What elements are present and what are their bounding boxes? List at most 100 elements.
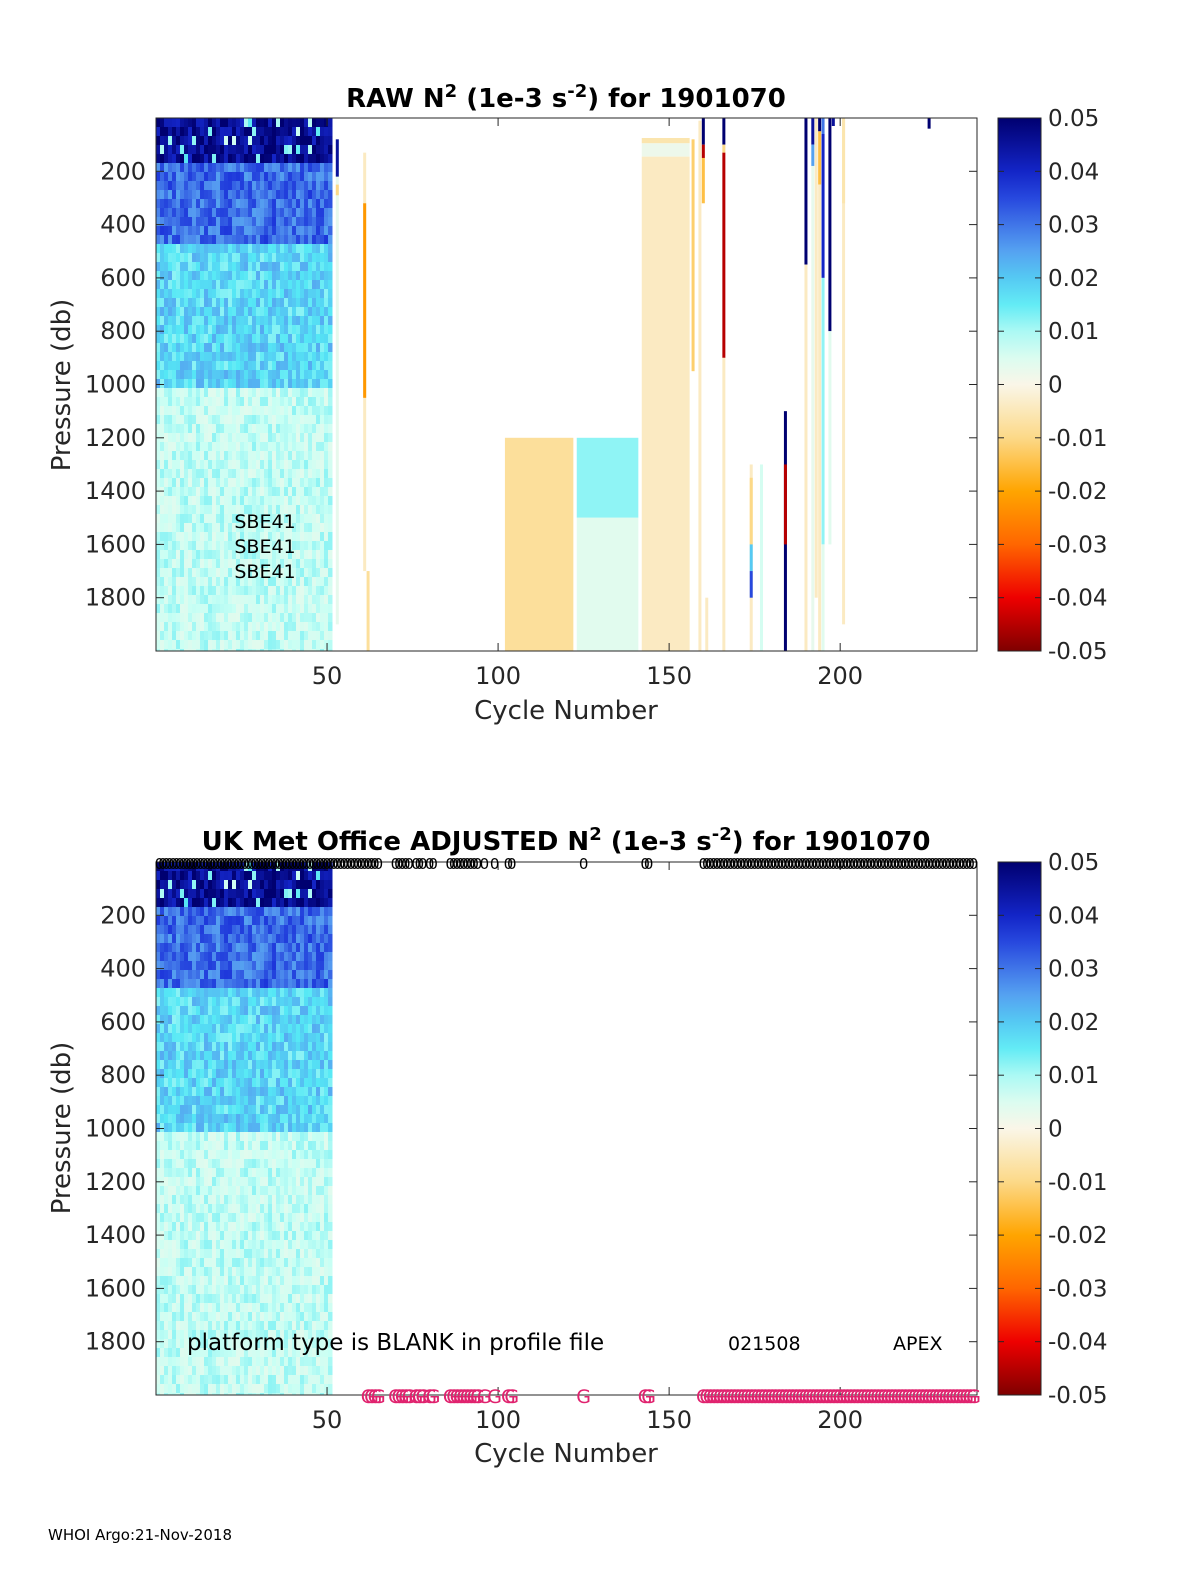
- heatmap-cell: [184, 361, 189, 371]
- heatmap-cell: [324, 118, 329, 128]
- heatmap-cell: [224, 1393, 229, 1395]
- heatmap-cell: [164, 1312, 169, 1322]
- x-tick-label: 200: [817, 662, 863, 690]
- heatmap-cell: [224, 1033, 229, 1043]
- heatmap-cell: [288, 880, 293, 890]
- heatmap-cell: [204, 415, 209, 425]
- heatmap-cell: [240, 1312, 245, 1322]
- heatmap-cell: [156, 889, 161, 899]
- heatmap-cell: [288, 1168, 293, 1178]
- heatmap-cell: [180, 1285, 185, 1295]
- heatmap-cell: [224, 1348, 229, 1358]
- heatmap-cell: [208, 1249, 213, 1259]
- heatmap-cell: [228, 1096, 233, 1106]
- heatmap-cell: [268, 1240, 273, 1250]
- heatmap-cell: [308, 496, 313, 506]
- heatmap-cell: [272, 1393, 277, 1395]
- heatmap-cell: [296, 487, 301, 497]
- heatmap-cell: [216, 1276, 221, 1286]
- heatmap-cell: [296, 1204, 301, 1214]
- heatmap-cell: [308, 271, 313, 281]
- heatmap-cell: [196, 541, 201, 551]
- heatmap-cell: [312, 370, 317, 380]
- heatmap-cell: [168, 1267, 173, 1277]
- heatmap-cell: [216, 1060, 221, 1070]
- heatmap-cell: [292, 988, 297, 998]
- heatmap-cell: [212, 199, 217, 209]
- heatmap-cell: [256, 1123, 261, 1133]
- heatmap-cell: [184, 1330, 189, 1340]
- heatmap-cell: [260, 1105, 265, 1115]
- heatmap-cell: [196, 1123, 201, 1133]
- heatmap-cell: [180, 613, 185, 623]
- heatmap-cell: [180, 889, 185, 899]
- heatmap-cell: [192, 1339, 197, 1349]
- heatmap-cell: [188, 1375, 193, 1385]
- heatmap-cell: [160, 1303, 165, 1313]
- heatmap-cell: [272, 1339, 277, 1349]
- heatmap-cell: [276, 172, 281, 182]
- heatmap-cell: [288, 1393, 293, 1395]
- heatmap-cell: [208, 1186, 213, 1196]
- heatmap-cell: [296, 988, 301, 998]
- heatmap-cell: [164, 487, 169, 497]
- heatmap-cell: [320, 298, 325, 308]
- heatmap-cell: [156, 934, 161, 944]
- heatmap-cell: [228, 1195, 233, 1205]
- heatmap-cell: [276, 1321, 281, 1331]
- heatmap-cell: [204, 1015, 209, 1025]
- heatmap-cell: [228, 271, 233, 281]
- heatmap-cell: [276, 118, 281, 128]
- heatmap-cell: [252, 1033, 257, 1043]
- heatmap-cell: [188, 1069, 193, 1079]
- heatmap-cell: [180, 1348, 185, 1358]
- heatmap-cell: [176, 316, 181, 326]
- heatmap-cell: [260, 415, 265, 425]
- heatmap-cell: [252, 1213, 257, 1223]
- heatmap-cell: [260, 1204, 265, 1214]
- heatmap-cell: [280, 1195, 285, 1205]
- heatmap-cell: [200, 889, 205, 899]
- heatmap-cell: [244, 568, 249, 578]
- heatmap-cell: [292, 1132, 297, 1142]
- heatmap-cell: [164, 907, 169, 917]
- heatmap-cell: [268, 1051, 273, 1061]
- heatmap-cell: [204, 1186, 209, 1196]
- heatmap-cell: [188, 1393, 193, 1395]
- heatmap-cell: [304, 1024, 309, 1034]
- heatmap-cell: [272, 1150, 277, 1160]
- heatmap-cell: [300, 871, 305, 881]
- heatmap-cell: [240, 451, 245, 461]
- profile-line: [811, 144, 815, 166]
- heatmap-cell: [292, 1321, 297, 1331]
- heatmap-cell: [236, 550, 241, 560]
- heatmap-cell: [216, 1303, 221, 1313]
- heatmap-cell: [208, 997, 213, 1007]
- heatmap-cell: [268, 916, 273, 926]
- heatmap-cell: [300, 1024, 305, 1034]
- heatmap-cell: [192, 640, 197, 650]
- heatmap-cell: [284, 568, 289, 578]
- heatmap-cell: [188, 649, 193, 651]
- heatmap-cell: [236, 487, 241, 497]
- raw-heatmap: [156, 118, 333, 651]
- heatmap-cell: [164, 1060, 169, 1070]
- heatmap-cell: [160, 487, 165, 497]
- heatmap-cell: [168, 1312, 173, 1322]
- heatmap-cell: [176, 907, 181, 917]
- heatmap-cell: [172, 1393, 177, 1395]
- heatmap-cell: [288, 586, 293, 596]
- heatmap-cell: [220, 1078, 225, 1088]
- heatmap-cell: [312, 298, 317, 308]
- heatmap-cell: [192, 244, 197, 254]
- heatmap-cell: [204, 934, 209, 944]
- heatmap-cell: [160, 997, 165, 1007]
- heatmap-cell: [224, 181, 229, 191]
- heatmap-cell: [288, 496, 293, 506]
- heatmap-cell: [224, 523, 229, 533]
- heatmap-cell: [176, 397, 181, 407]
- heatmap-cell: [260, 226, 265, 236]
- heatmap-cell: [184, 532, 189, 542]
- heatmap-cell: [256, 1330, 261, 1340]
- heatmap-cell: [256, 1150, 261, 1160]
